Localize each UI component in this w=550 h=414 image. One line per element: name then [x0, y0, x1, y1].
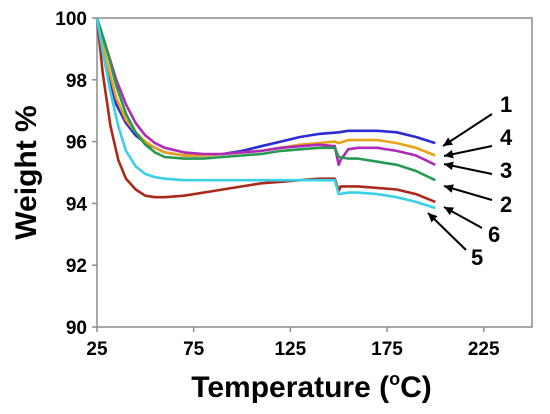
- x-axis-title-unit: C): [400, 371, 432, 404]
- y-axis-title: Weight %: [10, 105, 43, 239]
- plot-area: [96, 17, 533, 328]
- x-axis-title-main: Temperature (: [191, 371, 389, 404]
- series-arrowhead-2: [444, 184, 454, 193]
- series-label-2: 2: [500, 192, 512, 217]
- y-tick-label: 92: [66, 256, 87, 277]
- y-tick-label: 100: [55, 9, 87, 30]
- series-line-6: [95, 17, 436, 204]
- series-arrowhead-3: [444, 161, 454, 171]
- x-tick-label: 25: [86, 339, 108, 360]
- y-tick-label: 96: [66, 133, 87, 154]
- series-line-1: [95, 17, 436, 157]
- series-line-3: [95, 17, 436, 167]
- x-tick-label: 125: [274, 339, 306, 360]
- x-tick-label: 175: [371, 339, 403, 360]
- series-label-4: 4: [500, 125, 513, 150]
- y-tick-label: 98: [66, 71, 87, 92]
- series-label-1: 1: [500, 92, 512, 117]
- series-line-2: [95, 17, 436, 182]
- series-label-5: 5: [471, 245, 483, 270]
- series-label-3: 3: [500, 158, 512, 183]
- y-tick-label: 94: [66, 194, 88, 215]
- x-axis-title-superscript: o: [389, 369, 400, 389]
- series-arrowhead-5: [428, 213, 438, 223]
- series-arrowhead-1: [443, 137, 453, 146]
- series-line-5: [95, 17, 436, 210]
- x-tick-label: 225: [468, 339, 500, 360]
- series-arrowhead-4: [444, 149, 454, 159]
- series-arrowhead-6: [444, 207, 454, 216]
- series-label-6: 6: [488, 222, 500, 247]
- x-axis-title: Temperature (oC): [191, 369, 431, 404]
- x-tick-label: 75: [183, 339, 205, 360]
- series-arrow-1: [442, 113, 493, 147]
- y-tick-label: 90: [66, 318, 87, 339]
